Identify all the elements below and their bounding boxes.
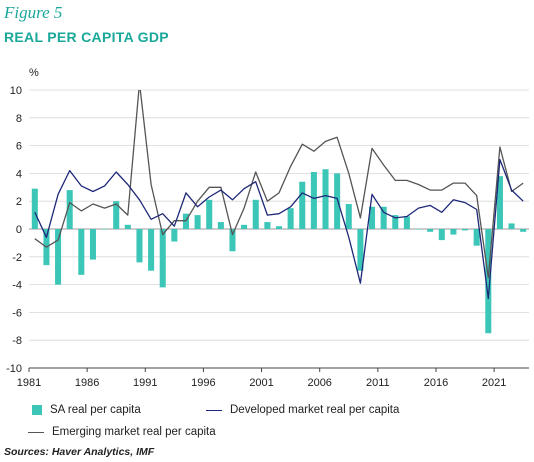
bar-sa bbox=[310, 172, 317, 229]
y-tick-label: -4 bbox=[12, 280, 22, 292]
axis-layer: -10 -8 -6 -4 -2 0 2 4 6 8 10 1981 1986 1991 1996 2001 20… bbox=[6, 85, 529, 389]
y-tick-label: 6 bbox=[16, 141, 22, 153]
line-emerging bbox=[34, 90, 524, 279]
line-layer bbox=[34, 90, 524, 300]
bar-sa bbox=[113, 201, 120, 229]
bar-sa bbox=[229, 229, 236, 252]
legend-swatch-developed bbox=[206, 409, 222, 411]
y-tick-label: -10 bbox=[6, 363, 22, 375]
x-tick-label: 2006 bbox=[307, 377, 331, 389]
bar-sa bbox=[55, 229, 62, 285]
x-tick-label: 1981 bbox=[17, 377, 41, 389]
legend-swatch-emerging bbox=[28, 431, 44, 433]
source-note: Sources: Haver Analytics, IMF bbox=[4, 446, 155, 458]
y-tick-label: 2 bbox=[16, 196, 22, 208]
x-tick-label: 2001 bbox=[249, 377, 273, 389]
bar-sa bbox=[206, 199, 213, 229]
y-axis-label: % bbox=[29, 67, 39, 79]
bar-sa bbox=[334, 173, 341, 229]
x-tick-label: 2021 bbox=[482, 377, 506, 389]
bar-sa bbox=[194, 215, 201, 229]
chart-title: REAL PER CAPITA GDP bbox=[4, 29, 169, 45]
bar-sa bbox=[345, 203, 352, 229]
x-tick-label: 2011 bbox=[366, 377, 390, 389]
legend-label-emerging: Emerging market real per capita bbox=[52, 426, 216, 438]
bar-sa bbox=[217, 222, 224, 229]
bar-sa bbox=[380, 206, 387, 229]
line-developed bbox=[34, 158, 524, 300]
grid-layer bbox=[29, 89, 529, 369]
bar-sa bbox=[403, 216, 410, 229]
x-tick-label: 1986 bbox=[75, 377, 99, 389]
bar-sa bbox=[369, 206, 376, 229]
y-tick-label: -2 bbox=[12, 252, 22, 264]
bar-sa bbox=[182, 213, 189, 229]
bar-sa bbox=[136, 229, 143, 263]
bar-sa bbox=[241, 224, 248, 229]
figure-label: Figure 5 bbox=[4, 3, 63, 22]
y-tick-label: -6 bbox=[12, 307, 22, 319]
bar-sa bbox=[496, 176, 503, 229]
bar-sa bbox=[275, 226, 283, 229]
bar-sa bbox=[415, 229, 422, 230]
y-tick-label: 0 bbox=[16, 224, 22, 236]
bar-sa bbox=[171, 229, 178, 242]
y-tick-label: 8 bbox=[16, 113, 22, 125]
bar-sa bbox=[287, 208, 294, 229]
legend-swatch-sa bbox=[32, 405, 42, 415]
bar-sa bbox=[462, 229, 469, 231]
bar-sa bbox=[520, 229, 527, 232]
y-tick-label: 4 bbox=[16, 168, 22, 180]
bar-sa bbox=[438, 229, 445, 241]
bar-sa bbox=[89, 229, 96, 260]
bar-sa bbox=[66, 190, 73, 229]
bar-sa bbox=[101, 229, 108, 230]
legend-item-sa: SA real per capita bbox=[32, 404, 141, 416]
bar-sa bbox=[31, 188, 38, 229]
bar-sa bbox=[322, 169, 329, 229]
legend-item-emerging: Emerging market real per capita bbox=[28, 426, 216, 438]
y-tick-label: -8 bbox=[12, 335, 22, 347]
legend-label-developed: Developed market real per capita bbox=[230, 404, 400, 416]
bar-sa bbox=[299, 181, 306, 229]
bar-sa bbox=[357, 229, 364, 271]
bar-sa bbox=[159, 229, 166, 288]
bar-sa bbox=[148, 229, 155, 271]
y-tick-label: 10 bbox=[10, 85, 22, 97]
legend-label-sa: SA real per capita bbox=[50, 404, 141, 416]
bar-sa bbox=[78, 229, 85, 275]
bar-sa bbox=[252, 199, 259, 229]
x-tick-label: 1991 bbox=[133, 377, 157, 389]
bar-sa bbox=[264, 222, 271, 229]
bar-layer bbox=[31, 169, 527, 334]
legend-item-developed: Developed market real per capita bbox=[206, 404, 399, 416]
bar-sa bbox=[473, 229, 480, 246]
x-tick-label: 1996 bbox=[191, 377, 215, 389]
bar-sa bbox=[427, 229, 434, 232]
bar-sa bbox=[450, 229, 457, 235]
bar-sa bbox=[124, 224, 131, 229]
bar-sa bbox=[485, 229, 492, 334]
bar-sa bbox=[508, 223, 515, 229]
x-tick-label: 2016 bbox=[424, 377, 448, 389]
bar-sa bbox=[392, 215, 399, 229]
